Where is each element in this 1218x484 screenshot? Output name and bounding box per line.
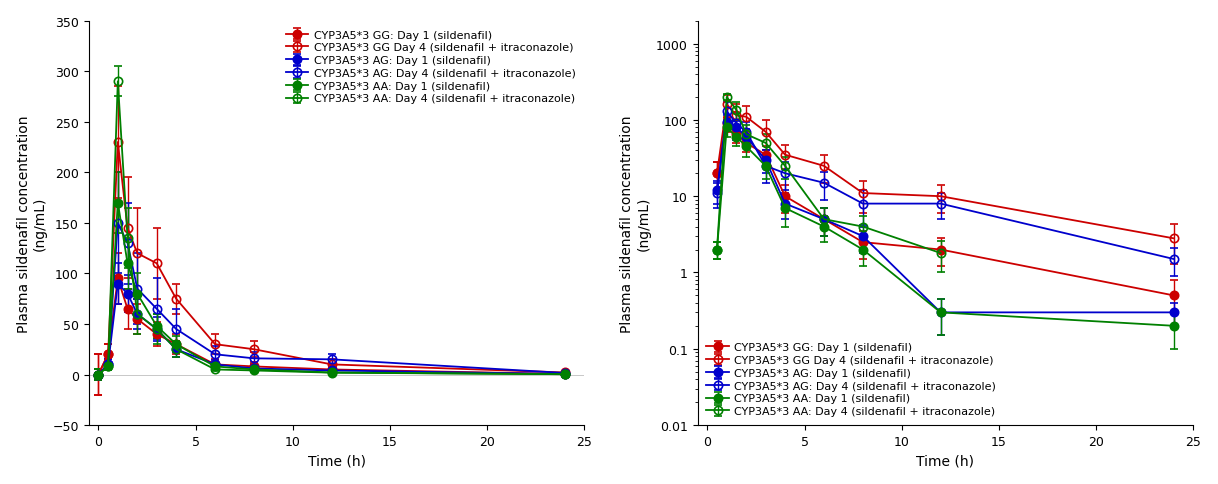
X-axis label: Time (h): Time (h) (916, 454, 974, 468)
X-axis label: Time (h): Time (h) (308, 454, 365, 468)
Legend: CYP3A5*3 GG: Day 1 (sildenafil), CYP3A5*3 GG Day 4 (sildenafil + itraconazole), : CYP3A5*3 GG: Day 1 (sildenafil), CYP3A5*… (283, 27, 579, 107)
Y-axis label: Plasma sildenafil concentration
(ng/mL): Plasma sildenafil concentration (ng/mL) (620, 115, 650, 332)
Y-axis label: Plasma sildenafil concentration
(ng/mL): Plasma sildenafil concentration (ng/mL) (17, 115, 46, 332)
Legend: CYP3A5*3 GG: Day 1 (sildenafil), CYP3A5*3 GG Day 4 (sildenafil + itraconazole), : CYP3A5*3 GG: Day 1 (sildenafil), CYP3A5*… (703, 339, 1000, 420)
